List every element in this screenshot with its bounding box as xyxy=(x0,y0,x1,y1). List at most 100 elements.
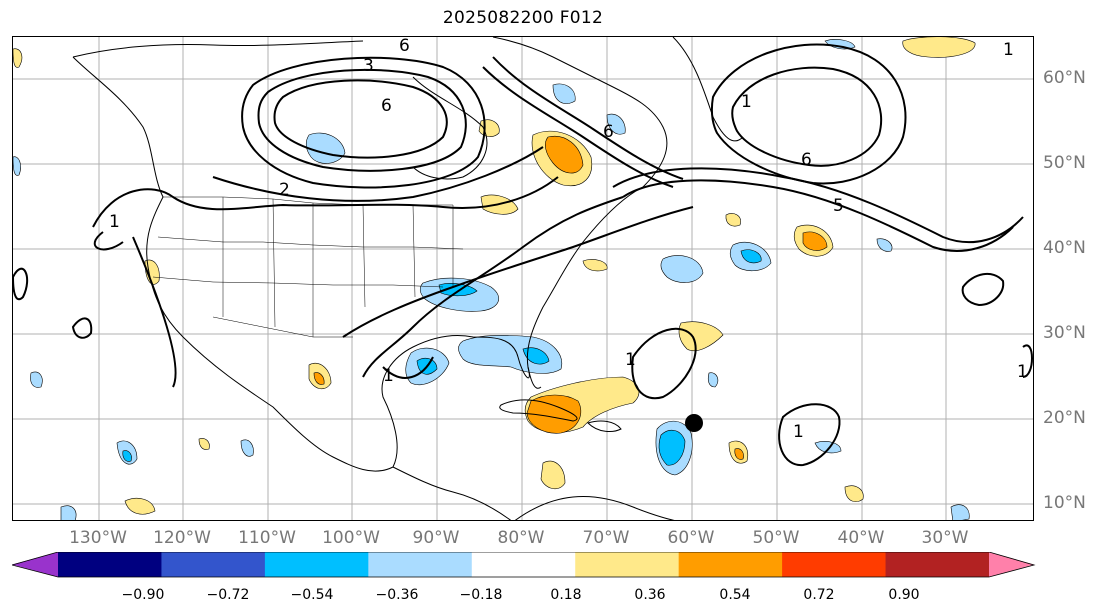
lon-label: 80°W xyxy=(497,528,545,548)
colorbar-segments xyxy=(12,552,1034,577)
negative-anomaly-core xyxy=(658,429,686,466)
contour-line xyxy=(93,231,124,251)
contour-label-group: 6 3 6 2 1 1 6 1 1 1 6 5 1 1 xyxy=(109,37,1028,442)
state-borders xyxy=(152,196,464,338)
negative-anomaly-patch xyxy=(950,504,970,520)
lat-label: 50°N xyxy=(1043,153,1086,173)
positive-anomaly-patch xyxy=(582,259,608,272)
contour-label: 6 xyxy=(801,150,812,170)
lon-label: 50°W xyxy=(752,528,800,548)
contour-line xyxy=(1022,344,1033,378)
lon-label: 40°W xyxy=(837,528,885,548)
contour-label: 1 xyxy=(793,422,804,442)
colorbar-segment xyxy=(471,552,576,577)
positive-anomaly-patch xyxy=(124,498,156,515)
contour-label: 1 xyxy=(625,350,636,370)
negative-anomaly-patch xyxy=(552,83,576,104)
contour-line xyxy=(631,327,697,400)
colorbar-tick-label: −0.18 xyxy=(459,587,503,603)
colorbar-tick-label: −0.72 xyxy=(206,587,250,603)
contour-label: 6 xyxy=(603,122,614,142)
positive-anomaly-core xyxy=(526,394,582,434)
positive-anomaly-core xyxy=(544,135,584,174)
storm-location-marker xyxy=(685,414,703,432)
lat-label: 60°N xyxy=(1043,68,1086,88)
contour-label: 6 xyxy=(381,96,392,116)
contour-label: 1 xyxy=(109,212,120,232)
positive-anomaly-patch xyxy=(198,438,210,450)
contour-line xyxy=(382,356,434,379)
colorbar xyxy=(12,552,1036,578)
colorbar-tick-label: −0.36 xyxy=(375,587,419,603)
colorbar-tick-label: 0.36 xyxy=(634,587,666,603)
contour-line xyxy=(13,267,29,301)
contour-line xyxy=(212,146,544,202)
contour-line xyxy=(241,56,486,189)
contour-label: 1 xyxy=(741,92,752,112)
positive-anomaly-core xyxy=(313,372,325,385)
positive-anomaly-core xyxy=(734,448,744,460)
graticule xyxy=(13,37,1033,520)
contour-label: 2 xyxy=(279,180,290,200)
lat-label: 10°N xyxy=(1043,493,1086,513)
colorbar-segment xyxy=(161,552,266,577)
florida xyxy=(527,366,542,389)
negative-anomaly-patch xyxy=(824,39,856,50)
lon-label: 110°W xyxy=(238,528,296,548)
colorbar-tick-label: −0.54 xyxy=(290,587,334,603)
lon-label: 70°W xyxy=(582,528,630,548)
colorbar-tick-label: 0.18 xyxy=(550,587,582,603)
colorbar-tick-label: −0.90 xyxy=(121,587,165,603)
lon-label: 100°W xyxy=(322,528,380,548)
shaded-regions xyxy=(13,37,976,520)
lat-label: 40°N xyxy=(1043,238,1086,258)
contour-line xyxy=(492,56,684,180)
canada-arctic-coast xyxy=(72,40,364,58)
positive-anomaly-patch xyxy=(144,259,160,285)
greenland-coast xyxy=(672,37,744,142)
colorbar-tick-label: 0.90 xyxy=(888,587,920,603)
hispaniola xyxy=(587,420,622,432)
lon-label: 120°W xyxy=(153,528,211,548)
contour-label: 3 xyxy=(363,56,374,76)
colorbar-segment xyxy=(885,552,990,577)
negative-anomaly-patch xyxy=(60,505,77,520)
negative-anomaly-patch xyxy=(13,156,21,176)
colorbar-segment xyxy=(58,552,162,577)
map-title: 2025082200 F012 xyxy=(442,8,604,28)
negative-anomaly-core xyxy=(740,249,762,264)
contour-label: 6 xyxy=(399,37,410,56)
lon-label: 30°W xyxy=(921,528,969,548)
lat-label: 30°N xyxy=(1043,323,1086,343)
positive-anomaly-patch xyxy=(678,321,724,352)
colorbar-extend-low xyxy=(12,552,58,577)
colorbar-segment xyxy=(575,552,680,577)
colorbar-segment xyxy=(264,552,369,577)
colorbar-segment xyxy=(678,552,783,577)
negative-anomaly-patch xyxy=(30,371,43,388)
contour-lines xyxy=(13,43,1033,467)
colorbar-segment xyxy=(368,552,473,577)
contour-line xyxy=(710,43,907,185)
colorbar-segment xyxy=(782,552,887,577)
cuba xyxy=(499,399,578,422)
contour-label: 1 xyxy=(1003,40,1014,60)
gulf-coast xyxy=(381,186,644,468)
north-america-west-coast xyxy=(72,56,394,472)
positive-anomaly-patch xyxy=(478,119,500,137)
coastlines xyxy=(72,37,744,520)
canada-east-coast xyxy=(492,37,668,188)
negative-anomaly-core xyxy=(522,347,550,365)
positive-anomaly-patch xyxy=(844,485,864,502)
negative-anomaly-patch xyxy=(305,132,346,164)
negative-anomaly-patch xyxy=(606,113,626,135)
positive-anomaly-patch xyxy=(540,460,566,490)
contour-label: 1 xyxy=(383,366,394,386)
colorbar-outline xyxy=(12,552,1036,578)
negative-anomaly-patch xyxy=(240,439,254,457)
colorbar-tick-label: 0.72 xyxy=(803,587,835,603)
negative-anomaly-patch xyxy=(707,372,719,388)
contour-line xyxy=(71,317,93,339)
positive-anomaly-patch xyxy=(725,213,741,227)
lon-label: 90°W xyxy=(412,528,460,548)
